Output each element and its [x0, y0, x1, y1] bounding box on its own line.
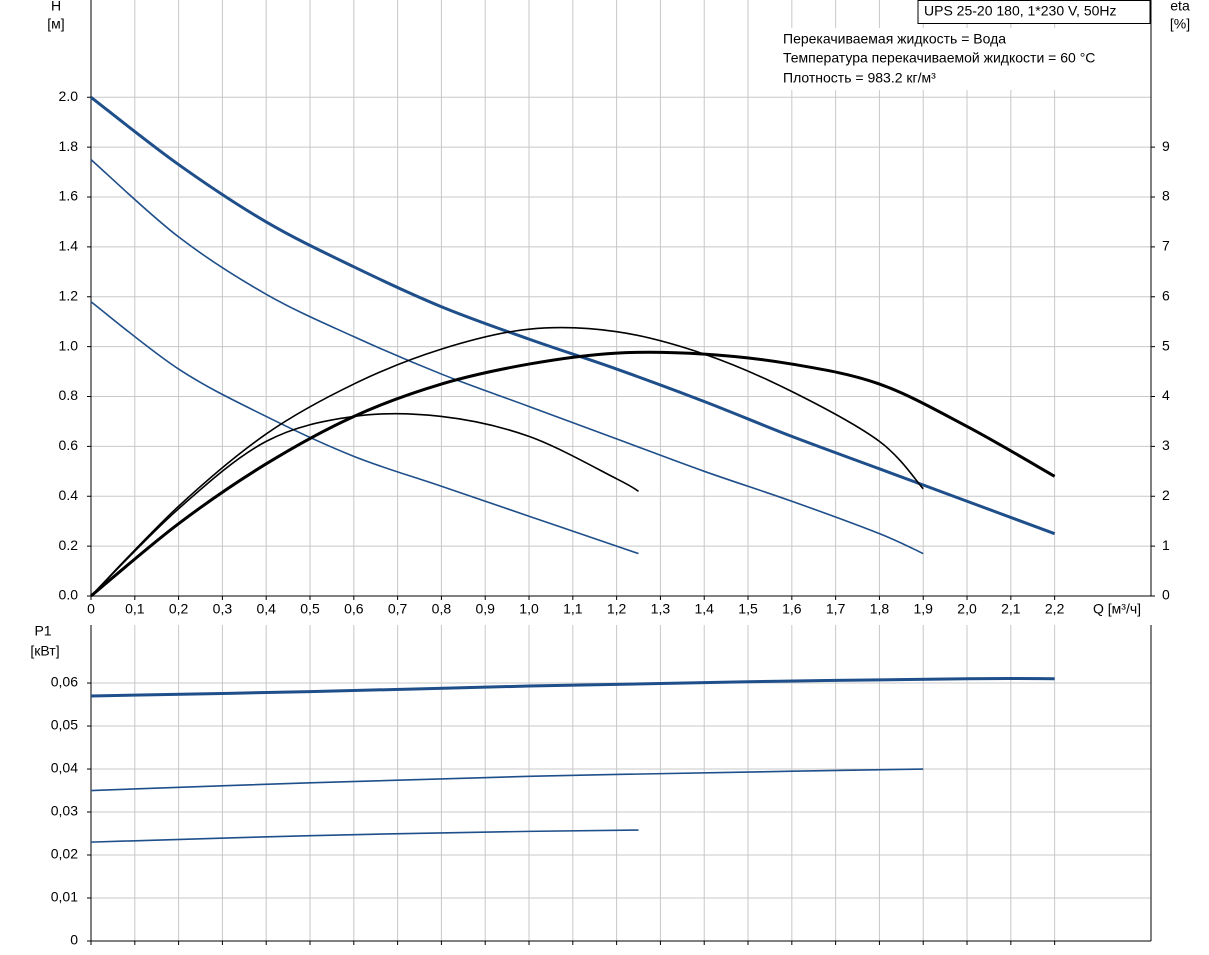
y-tick-label: 1.4: [59, 238, 79, 254]
y-tick-label: 1.6: [59, 188, 79, 204]
curve: [90, 350, 1056, 598]
annotation: Температура перекачиваемой жидкости = 60…: [783, 50, 1095, 66]
x-tick-label: 0,8: [432, 601, 452, 617]
y-tick-label: 0,04: [51, 760, 78, 776]
y-tick-label: 0,01: [51, 889, 78, 905]
annotation: Перекачиваемая жидкость = Вода: [783, 31, 1006, 47]
y-tick-label: 0,05: [51, 717, 78, 733]
x-tick-label: 1,5: [738, 601, 758, 617]
y-tick-label: 1.8: [59, 138, 79, 154]
y2-tick-label: 5: [1162, 337, 1170, 353]
y-tick-label: 0.0: [59, 587, 79, 603]
y2-tick-label: 4: [1162, 387, 1170, 403]
x-tick-label: 2,2: [1045, 601, 1065, 617]
annotation: Плотность = 983.2 кг/м³: [783, 70, 936, 86]
x-tick-label: 1,9: [913, 601, 933, 617]
curve: [90, 768, 924, 792]
x-tick-label: 1,1: [563, 601, 583, 617]
y2-unit: [%]: [1170, 16, 1190, 32]
y-tick-label: 2.0: [59, 88, 79, 104]
title-box: [917, 0, 1151, 24]
x-tick-label: 0,9: [475, 601, 495, 617]
chart-title: UPS 25-20 180, 1*230 V, 50Hz: [924, 3, 1117, 19]
curve: [90, 96, 1056, 536]
y-tick-label: 0,02: [51, 846, 78, 862]
y2-tick-label: 1: [1162, 537, 1170, 553]
x-tick-label: 0,3: [213, 601, 233, 617]
curve: [90, 326, 924, 597]
y2-tick-label: 8: [1162, 188, 1170, 204]
y-tick-label: 0.4: [59, 487, 79, 503]
curve: [90, 301, 639, 555]
curve: [90, 829, 639, 843]
x-tick-label: 1,0: [519, 601, 539, 617]
y2-tick-label: 3: [1162, 437, 1170, 453]
y-tick-label: 0: [70, 932, 78, 948]
y2-tick-label: 6: [1162, 287, 1170, 303]
y2-tick-label: 9: [1162, 138, 1170, 154]
y-label: P1: [34, 623, 51, 639]
y-tick-label: 0.8: [59, 387, 79, 403]
y2-tick-label: 2: [1162, 487, 1170, 503]
x-tick-label: 1,8: [870, 601, 890, 617]
x-tick-label: 0,1: [125, 601, 145, 617]
y-tick-label: 0.2: [59, 537, 79, 553]
x-tick-label: 0,4: [256, 601, 276, 617]
x-label: Q [м³/ч]: [1093, 601, 1141, 617]
x-tick-label: 1,2: [607, 601, 627, 617]
y-unit: [кВт]: [30, 643, 59, 659]
x-tick-label: 1,4: [694, 601, 714, 617]
y-label: H: [51, 0, 61, 14]
curve: [90, 677, 1055, 698]
curve: [90, 158, 924, 555]
y2-tick-label: 0: [1162, 587, 1170, 603]
x-tick-label: 2,0: [957, 601, 977, 617]
y-tick-label: 0.6: [59, 437, 79, 453]
y2-tick-label: 7: [1162, 238, 1170, 254]
x-tick-label: 1,6: [782, 601, 802, 617]
y2-label: eta: [1170, 0, 1190, 14]
x-tick-label: 0,2: [169, 601, 189, 617]
annotation-box: [778, 28, 1148, 90]
y-tick-label: 1.0: [59, 337, 79, 353]
y-tick-label: 0,03: [51, 803, 78, 819]
x-tick-label: 0: [87, 601, 95, 617]
curve: [90, 412, 639, 597]
x-tick-label: 0,6: [344, 601, 364, 617]
x-tick-label: 0,7: [388, 601, 408, 617]
y-tick-label: 0,06: [51, 674, 78, 690]
y-tick-label: 1.2: [59, 287, 79, 303]
x-tick-label: 2,1: [1001, 601, 1021, 617]
x-tick-label: 1,3: [651, 601, 671, 617]
x-tick-label: 1,7: [826, 601, 846, 617]
x-tick-label: 0,5: [300, 601, 320, 617]
y-unit: [м]: [47, 16, 64, 32]
